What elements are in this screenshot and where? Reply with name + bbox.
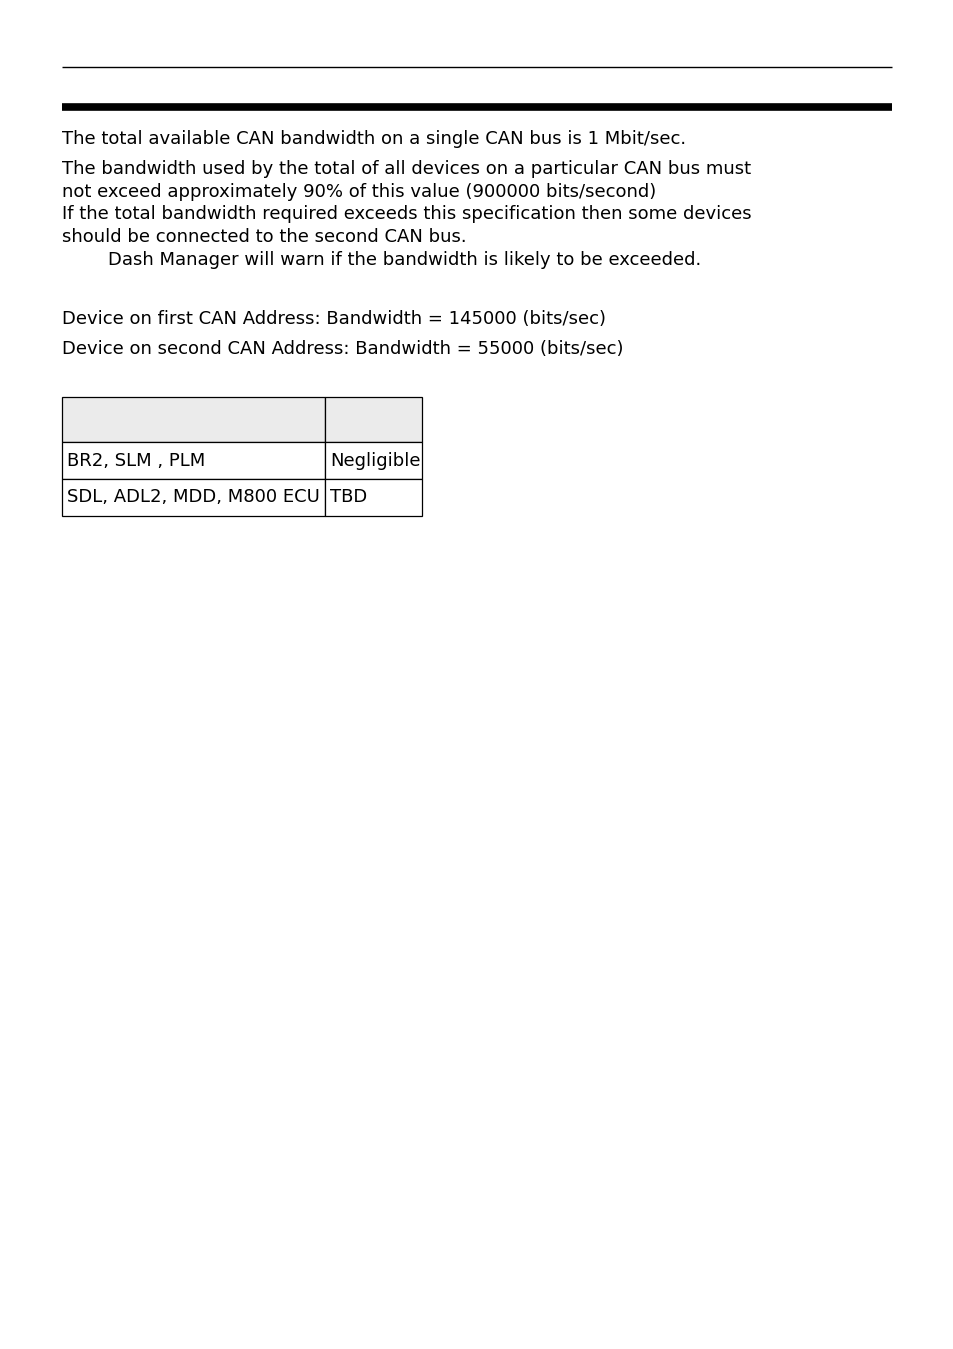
Text: SDL, ADL2, MDD, M800 ECU: SDL, ADL2, MDD, M800 ECU — [67, 488, 319, 506]
Bar — [325, 397, 421, 442]
Text: TBD: TBD — [330, 488, 367, 506]
Text: Device on first CAN Address: Bandwidth = 145000 (bits/sec): Device on first CAN Address: Bandwidth =… — [62, 310, 605, 328]
Text: BR2, SLM , PLM: BR2, SLM , PLM — [67, 452, 205, 469]
Text: If the total bandwidth required exceeds this specification then some devices
sho: If the total bandwidth required exceeds … — [62, 205, 751, 246]
Bar — [62, 442, 325, 479]
Bar — [325, 479, 421, 517]
Text: The total available CAN bandwidth on a single CAN bus is 1 Mbit/sec.: The total available CAN bandwidth on a s… — [62, 130, 685, 148]
Bar — [62, 479, 325, 517]
Bar — [325, 442, 421, 479]
Text: Device on second CAN Address: Bandwidth = 55000 (bits/sec): Device on second CAN Address: Bandwidth … — [62, 340, 623, 357]
Text: Dash Manager will warn if the bandwidth is likely to be exceeded.: Dash Manager will warn if the bandwidth … — [62, 251, 700, 268]
Bar — [62, 397, 325, 442]
Text: Negligible: Negligible — [330, 452, 420, 469]
Text: The bandwidth used by the total of all devices on a particular CAN bus must
not : The bandwidth used by the total of all d… — [62, 161, 750, 201]
